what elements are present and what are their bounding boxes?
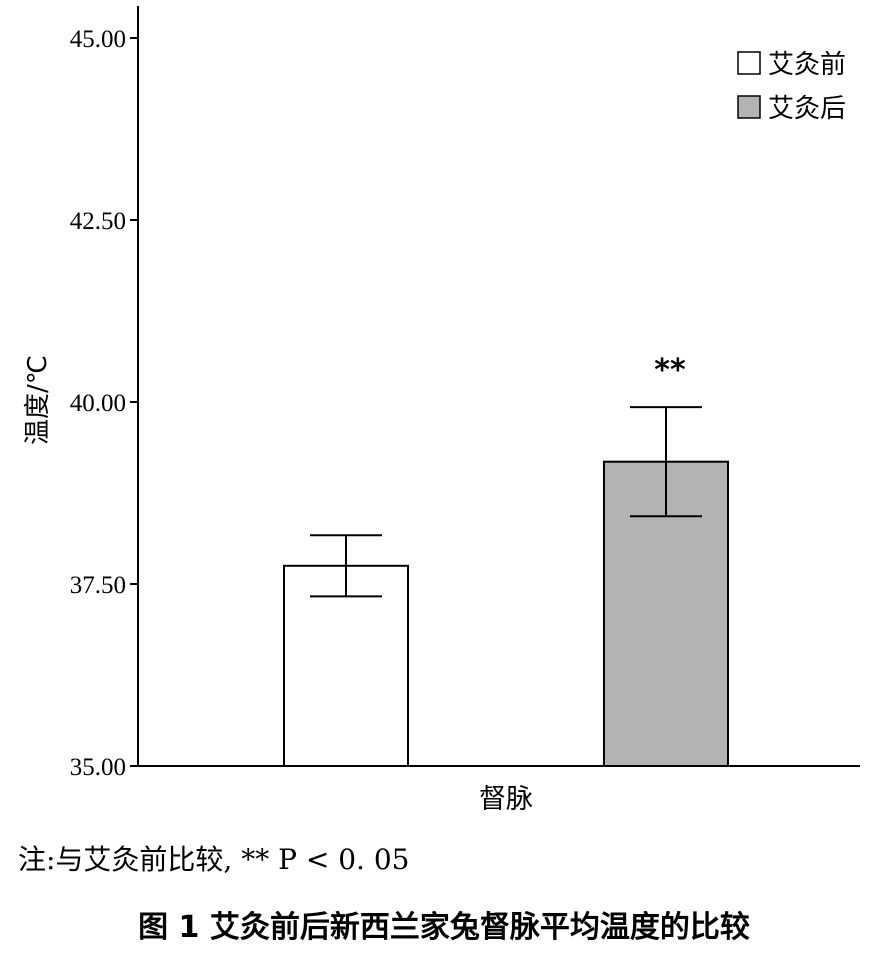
y-axis-label: 温度/℃ bbox=[23, 355, 53, 445]
significance-marker: ** bbox=[654, 353, 686, 388]
bar-before bbox=[283, 564, 409, 767]
bar-chart: 35.00 37.50 40.00 42.50 45.00 温度/℃ 督脉 ** 艾灸前… bbox=[23, 6, 860, 815]
legend: 艾灸前 艾灸后 bbox=[737, 50, 846, 124]
legend-label-before: 艾灸前 bbox=[768, 50, 846, 80]
y-ticks: 35.00 37.50 40.00 42.50 45.00 bbox=[70, 26, 138, 781]
x-category-label: 督脉 bbox=[479, 784, 533, 815]
y-tick-label: 42.50 bbox=[70, 208, 126, 235]
figure-note: 注:与艾灸前比较, ** P < 0. 05 bbox=[18, 843, 410, 876]
figure-caption: 图 1 艾灸前后新西兰家兔督脉平均温度的比较 bbox=[138, 910, 750, 945]
bars bbox=[283, 406, 729, 767]
y-tick-label: 37.50 bbox=[70, 572, 126, 599]
y-tick-label: 40.00 bbox=[70, 390, 126, 417]
legend-swatch-before bbox=[737, 51, 761, 75]
legend-swatch-after bbox=[737, 95, 761, 119]
y-tick-label: 45.00 bbox=[70, 26, 126, 53]
y-tick-label: 35.00 bbox=[70, 754, 126, 781]
legend-label-after: 艾灸后 bbox=[768, 94, 846, 124]
